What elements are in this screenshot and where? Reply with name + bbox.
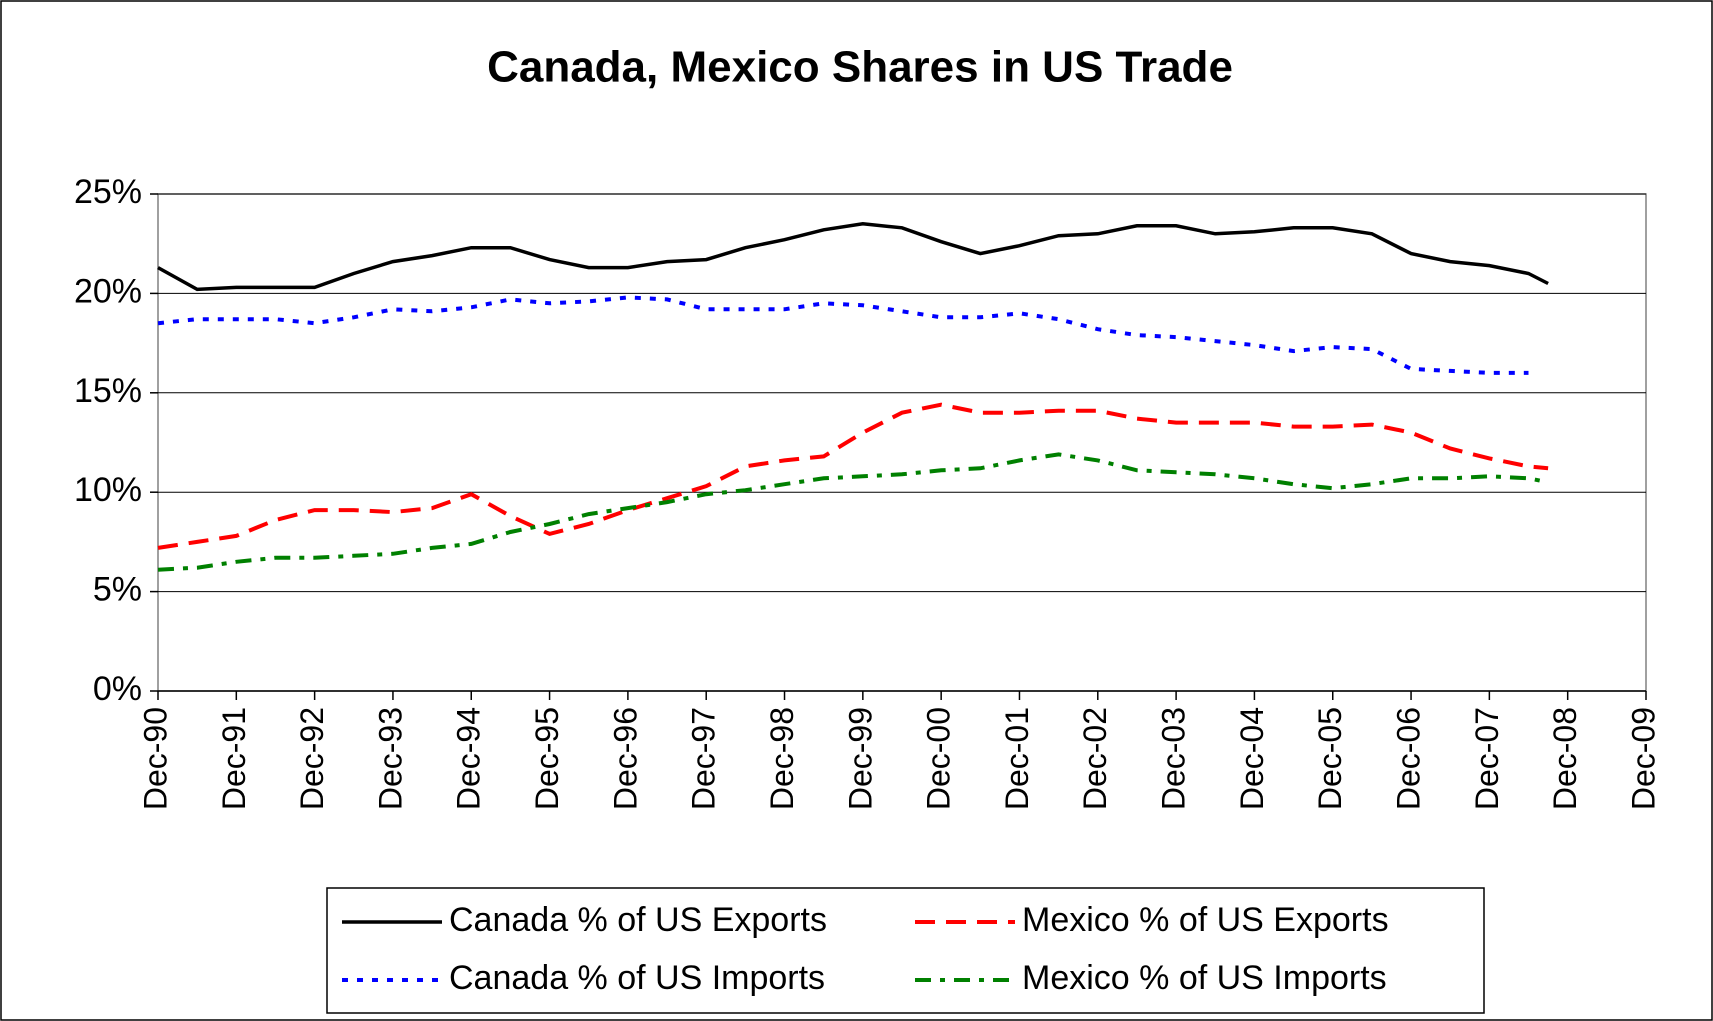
- y-tick-label: 0%: [93, 670, 142, 708]
- x-tick-label: Dec-09: [1625, 707, 1661, 810]
- x-tick-label: Dec-98: [764, 707, 800, 810]
- x-tick-label: Dec-99: [842, 707, 878, 810]
- x-tick-label: Dec-02: [1077, 707, 1113, 810]
- x-tick-label: Dec-90: [137, 707, 173, 810]
- x-tick-label: Dec-91: [216, 707, 252, 810]
- x-tick-label: Dec-04: [1234, 707, 1270, 810]
- x-tick-label: Dec-08: [1547, 707, 1583, 810]
- series-line: [157, 402, 1549, 550]
- series-line: [157, 452, 1549, 572]
- legend-label: Mexico % of US Exports: [1022, 901, 1389, 939]
- y-tick-label: 20%: [74, 272, 142, 310]
- series-line: [157, 295, 1529, 375]
- legend-label: Mexico % of US Imports: [1022, 959, 1387, 997]
- x-tick-label: Dec-00: [921, 707, 957, 810]
- x-tick-label: Dec-05: [1312, 707, 1348, 810]
- x-tick-label: Dec-97: [686, 707, 722, 810]
- chart-title: Canada, Mexico Shares in US Trade: [487, 43, 1233, 92]
- plot-area: [157, 193, 1647, 692]
- x-tick-label: Dec-93: [372, 707, 408, 810]
- y-tick-label: 25%: [74, 173, 142, 211]
- y-tick-label: 5%: [93, 571, 142, 609]
- x-tick-label: Dec-92: [294, 707, 330, 810]
- y-tick-label: 15%: [74, 372, 142, 410]
- y-tick-label: 10%: [74, 471, 142, 509]
- x-tick-label: Dec-94: [451, 707, 487, 810]
- x-tick-label: Dec-03: [1156, 707, 1192, 810]
- series-line: [157, 222, 1549, 292]
- x-tick-label: Dec-95: [529, 707, 565, 810]
- x-tick-label: Dec-07: [1469, 707, 1505, 810]
- x-tick-label: Dec-06: [1391, 707, 1427, 810]
- legend-label: Canada % of US Exports: [449, 901, 827, 939]
- legend: [326, 887, 1485, 1014]
- legend-label: Canada % of US Imports: [449, 959, 825, 997]
- x-tick-label: Dec-01: [999, 707, 1035, 810]
- x-tick-label: Dec-96: [607, 707, 643, 810]
